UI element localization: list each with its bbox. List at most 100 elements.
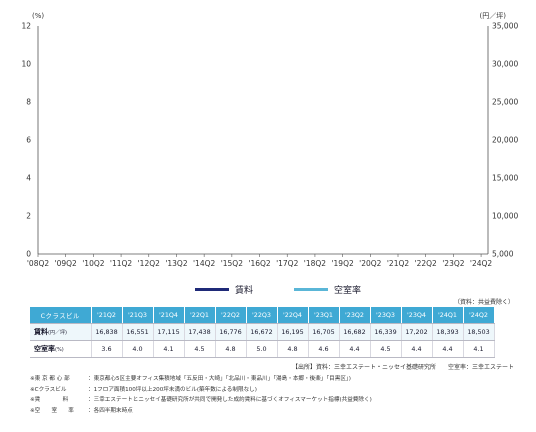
table-cell: 16,672	[246, 323, 278, 341]
table-col-header: '22Q1	[184, 307, 216, 324]
table-cell: 4.4	[432, 340, 464, 358]
x-tick-label: '19Q2	[331, 259, 354, 268]
table-col-header: '23Q1	[308, 307, 340, 324]
table-cell: 16,551	[122, 323, 154, 341]
left-axis-unit: (%)	[32, 12, 44, 20]
footnote: ※東 京 都 心 部 ：東京都心5区主要オフィス集積地域「五反田・大崎」「北品川・…	[30, 374, 372, 385]
table-cell: 4.4	[339, 340, 371, 358]
table-cell: 17,202	[401, 323, 433, 341]
left-tick-label: 10	[21, 60, 31, 69]
right-tick-label: 30,000	[492, 60, 518, 69]
table-col-header: '21Q2	[91, 307, 123, 324]
right-tick-label: 15,000	[492, 174, 518, 183]
table-cell: 16,682	[339, 323, 371, 341]
chart-ticks: 0 2 4 6 8 10 12 5,000 10,000 15,000 20,000 25,000 30…	[21, 22, 518, 269]
x-tick-label: '21Q2	[387, 259, 410, 268]
rent-label: 賃料	[34, 328, 48, 336]
table-row-rent: 賃料(円／坪) 16,838 16,551 17,115 17,438 16,7…	[30, 323, 495, 341]
legend-vacancy-swatch	[294, 288, 328, 291]
left-tick-label: 4	[26, 174, 31, 183]
table-col-header: '23Q3	[370, 307, 402, 324]
table-cell: 4.5	[370, 340, 402, 358]
table-cell: 16,838	[91, 323, 123, 341]
left-tick-label: 2	[26, 212, 31, 221]
x-tick-label: '16Q2	[248, 259, 271, 268]
table-cell: 4.0	[122, 340, 154, 358]
table-col-header: '22Q4	[277, 307, 309, 324]
legend-vacancy-label: 空室率	[334, 286, 362, 296]
table-cell: 16,339	[370, 323, 402, 341]
footnote-text: ：各四半期末時点	[88, 407, 133, 414]
table-cell: 4.5	[184, 340, 216, 358]
legend-vacancy: 空室率	[294, 283, 361, 296]
right-tick-label: 20,000	[492, 136, 518, 145]
right-tick-label: 10,000	[492, 212, 518, 221]
legend-rent-swatch	[195, 288, 229, 291]
x-tick-label: '11Q2	[110, 259, 133, 268]
right-tick-label: 5,000	[492, 250, 514, 259]
footnote-text: ：東京都心5区主要オフィス集積地域「五反田・大崎」「北品川・東品川」「湯島・本郷…	[88, 376, 351, 382]
table-header-row: Cクラスビル '21Q2 '21Q3 '21Q4 '22Q1 '22Q2 '22…	[30, 307, 495, 324]
left-tick-label: 8	[26, 98, 31, 107]
x-tick-label: '23Q2	[442, 259, 465, 268]
x-tick-label: '10Q2	[82, 259, 105, 268]
footnote-text: ：三幸エステートとニッセイ基礎研究所が共同で開発した成約賃料に基づくオフィスマー…	[88, 397, 372, 403]
table-col-header: '22Q3	[246, 307, 278, 324]
footnote: ※Cクラスビル ：1フロア面積100坪以上200坪未満のビル(築年数による制限なし…	[30, 385, 372, 396]
table-cell: 5.0	[246, 340, 278, 358]
table-cell: 4.1	[463, 340, 495, 358]
x-tick-label: '24Q2	[470, 259, 493, 268]
footnote-key: ※空 室 率	[30, 407, 74, 414]
table-cell: 16,195	[277, 323, 309, 341]
x-tick-label: '08Q2	[27, 259, 50, 268]
footnote-key: ※Cクラスビル	[30, 386, 67, 393]
table-cell: 16,776	[215, 323, 247, 341]
rent-unit: (円／坪)	[48, 330, 67, 336]
vacancy-row-label: 空室率(%)	[30, 340, 92, 358]
x-tick-label: '14Q2	[193, 259, 216, 268]
rent-row-label: 賃料(円／坪)	[30, 323, 92, 341]
table-cell: 4.8	[277, 340, 309, 358]
footnote: ※賃 料 ：三幸エステートとニッセイ基礎研究所が共同で開発した成約賃料に基づくオフ…	[30, 395, 372, 406]
legend-rent-label: 賃料	[235, 286, 254, 296]
table-col-header: '23Q2	[339, 307, 371, 324]
legend-rent: 賃料	[195, 283, 253, 296]
source-note-top: （資料：共益費除く）	[453, 299, 514, 306]
vacancy-label: 空室率	[34, 345, 55, 353]
footnote-text: ：1フロア面積100坪以上200坪未満のビル(築年数による制限なし)	[88, 386, 257, 393]
left-tick-label: 0	[26, 250, 31, 259]
x-tick-label: '22Q2	[415, 259, 438, 268]
right-axis-unit: (円／坪)	[480, 12, 507, 20]
left-tick-label: 6	[26, 136, 31, 145]
left-tick-label: 12	[21, 22, 31, 31]
table-cell: 17,115	[153, 323, 185, 341]
source-note-bottom: 【出所】資料：三幸エステート・ニッセイ基礎研究所 空室率：三幸エステート	[291, 364, 514, 371]
footnote: ※空 室 率 ：各四半期末時点	[30, 406, 372, 417]
table-col-header: '21Q3	[122, 307, 154, 324]
right-tick-label: 25,000	[492, 98, 518, 107]
table-col-header: '22Q2	[215, 307, 247, 324]
table-cell: 18,393	[432, 323, 464, 341]
table-cell: 4.4	[401, 340, 433, 358]
legend: 賃料 空室率	[0, 283, 536, 297]
table-cell: 16,705	[308, 323, 340, 341]
table-row-vacancy: 空室率(%) 3.6 4.0 4.1 4.5 4.8 5.0 4.8 4.6 4…	[30, 340, 495, 358]
footnote-key: ※賃 料	[30, 397, 69, 403]
footnote-key: ※東 京 都 心 部	[30, 376, 70, 382]
x-tick-label: '20Q2	[359, 259, 382, 268]
rent-vacancy-chart: (%) (円／坪) 0 2 4 6 8 10 12 5,000 10,000 15,000 20,0…	[21, 0, 518, 285]
chart-series	[38, 0, 488, 285]
table-cell: 4.1	[153, 340, 185, 358]
table-cell: 3.6	[91, 340, 123, 358]
x-tick-label: '09Q2	[55, 259, 78, 268]
right-tick-label: 35,000	[492, 22, 518, 31]
x-tick-label: '15Q2	[221, 259, 244, 268]
table-cell: 18,503	[463, 323, 495, 341]
footnotes: ※東 京 都 心 部 ：東京都心5区主要オフィス集積地域「五反田・大崎」「北品川・…	[30, 374, 372, 416]
table-cell: 4.8	[215, 340, 247, 358]
table-cell: 4.6	[308, 340, 340, 358]
x-tick-label: '17Q2	[276, 259, 299, 268]
table-col-header: '23Q4	[401, 307, 433, 324]
table-col-header: '24Q1	[432, 307, 464, 324]
table-col-header: '24Q2	[463, 307, 495, 324]
